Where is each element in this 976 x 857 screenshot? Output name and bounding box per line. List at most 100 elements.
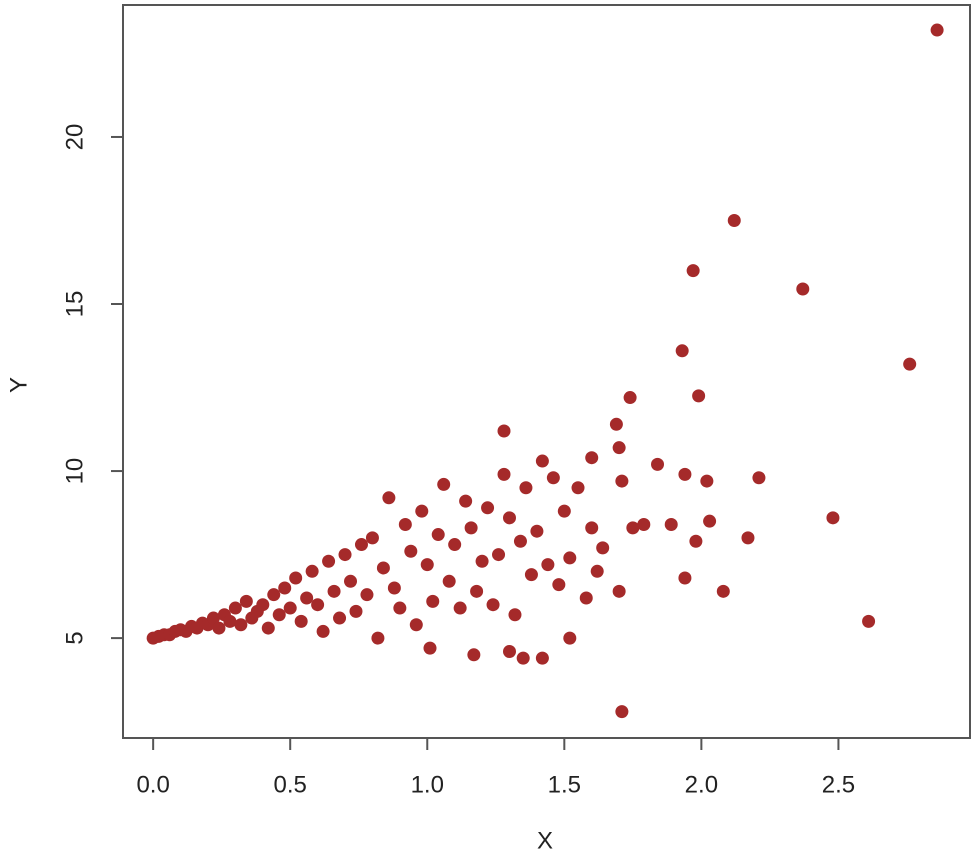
point [535, 651, 549, 665]
point [637, 518, 651, 532]
point [382, 491, 396, 505]
point [492, 548, 506, 562]
point [464, 521, 478, 535]
point [535, 454, 549, 468]
point [541, 558, 555, 572]
point [563, 631, 577, 645]
point [267, 588, 281, 602]
x-tick-label: 1.5 [548, 771, 581, 798]
point [727, 213, 741, 227]
point [371, 631, 385, 645]
point [272, 608, 286, 622]
point [716, 584, 730, 598]
point [234, 618, 248, 632]
point [448, 538, 462, 552]
point [228, 601, 242, 615]
point [365, 531, 379, 545]
x-tick-label: 1.0 [411, 771, 444, 798]
point [502, 644, 516, 658]
point [261, 621, 275, 635]
point [596, 541, 610, 555]
point [519, 481, 533, 495]
point [278, 581, 292, 595]
point [404, 544, 418, 558]
point [796, 282, 810, 296]
point [826, 511, 840, 525]
point [376, 561, 390, 575]
point [563, 551, 577, 565]
point [409, 618, 423, 632]
point [475, 554, 489, 568]
point [703, 514, 717, 528]
point [590, 564, 604, 578]
point [700, 474, 714, 488]
point [516, 651, 530, 665]
point [305, 564, 319, 578]
point [470, 584, 484, 598]
point [289, 571, 303, 585]
point [239, 594, 253, 608]
point [497, 424, 511, 438]
x-tick-label: 2.5 [822, 771, 855, 798]
point [322, 554, 336, 568]
point [426, 594, 440, 608]
point [311, 598, 325, 612]
point [459, 494, 473, 508]
point [437, 477, 451, 491]
y-tick-label: 5 [61, 631, 88, 644]
point [316, 624, 330, 638]
point [609, 417, 623, 431]
point [486, 598, 500, 612]
point [467, 648, 481, 662]
point [741, 531, 755, 545]
point [612, 441, 626, 455]
point [423, 641, 437, 655]
point [502, 511, 516, 525]
x-tick-label: 2.0 [685, 771, 718, 798]
point [300, 591, 314, 605]
point [675, 344, 689, 358]
point [615, 705, 629, 719]
point [546, 471, 560, 485]
x-tick-label: 0.0 [136, 771, 169, 798]
point [431, 528, 445, 542]
point [571, 481, 585, 495]
x-axis-title: X [537, 827, 553, 854]
point [294, 614, 308, 628]
y-axis-title: Y [5, 377, 32, 393]
point [623, 391, 637, 405]
point [585, 451, 599, 465]
point [930, 23, 944, 37]
point [903, 357, 917, 371]
point [524, 568, 538, 582]
point [692, 389, 706, 403]
point [497, 467, 511, 481]
y-tick-label: 15 [61, 291, 88, 318]
point [678, 467, 692, 481]
point [552, 578, 566, 592]
point [360, 588, 374, 602]
point [393, 601, 407, 615]
y-tick-label: 20 [61, 124, 88, 151]
point [678, 571, 692, 585]
point [686, 264, 700, 278]
point [689, 534, 703, 548]
point [415, 504, 429, 518]
y-tick-label: 10 [61, 458, 88, 485]
point [612, 584, 626, 598]
point [626, 521, 640, 535]
point [579, 591, 593, 605]
point [349, 604, 363, 618]
point [651, 457, 665, 471]
point [664, 518, 678, 532]
point [398, 518, 412, 532]
plot-frame [122, 4, 971, 739]
point [420, 558, 434, 572]
point [615, 474, 629, 488]
point [585, 521, 599, 535]
point [223, 614, 237, 628]
point [508, 608, 522, 622]
point [333, 611, 347, 625]
point [557, 504, 571, 518]
